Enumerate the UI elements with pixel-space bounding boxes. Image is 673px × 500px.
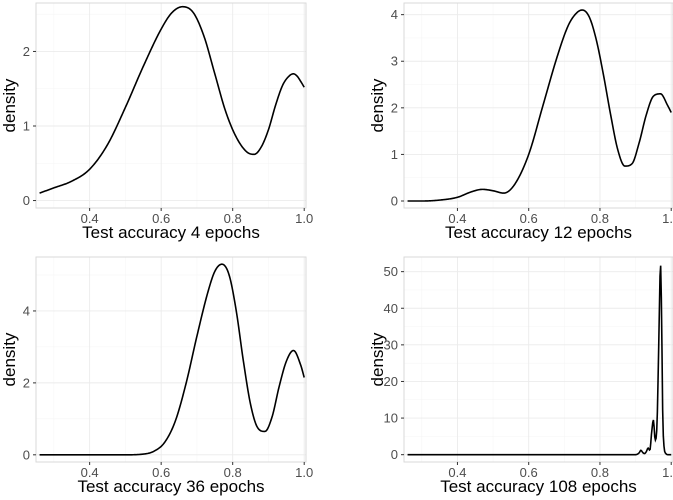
y-tick-label: 2	[391, 100, 398, 115]
density-curve	[407, 265, 672, 456]
y-tick-label: 1	[391, 147, 398, 162]
x-tick-label: 0.4	[81, 465, 99, 480]
density-panel-4: 0.4 0.6 0.8 1.0 0 10 20 30 40 50 Test accuracy 108…	[368, 256, 673, 496]
x-tick-label: 1.0	[662, 211, 673, 226]
x-axis-title: Test accuracy 36 epochs	[77, 477, 264, 496]
y-tick-label: 30	[384, 337, 398, 352]
y-tick-label: 4	[23, 303, 30, 318]
panel-border	[403, 256, 673, 463]
y-tick-label: 0	[23, 447, 30, 462]
density-curve	[407, 9, 672, 202]
x-axis-title: Test accuracy 12 epochs	[445, 223, 632, 242]
x-axis-title: Test accuracy 108 epochs	[440, 477, 637, 496]
x-tick-label: 0.6	[520, 465, 538, 480]
x-tick-label: 0.8	[591, 465, 609, 480]
y-tick-label: 50	[384, 264, 398, 279]
x-tick-label: 0.8	[224, 211, 242, 226]
y-tick-label: 40	[384, 301, 398, 316]
density-panel-1: 0.4 0.6 0.8 1.0 0 1 2 Test accuracy 4 epochs den…	[0, 2, 313, 242]
x-axis-title: Test accuracy 4 epochs	[82, 223, 260, 242]
density-panel-2: 0.4 0.6 0.8 1.0 0 1 2 3 4 Test accuracy 12 epochs…	[368, 2, 673, 242]
y-axis-title: density	[0, 332, 19, 386]
x-tick-label: 1.0	[295, 211, 313, 226]
y-tick-label: 10	[384, 411, 398, 426]
y-tick-label: 1	[23, 119, 30, 134]
y-tick-label: 20	[384, 374, 398, 389]
panel-border	[35, 256, 307, 463]
x-tick-label: 0.4	[81, 211, 99, 226]
x-tick-label: 0.6	[152, 465, 170, 480]
y-tick-label: 3	[391, 54, 398, 69]
y-tick-label: 2	[23, 44, 30, 59]
x-tick-label: 1.0	[662, 465, 673, 480]
x-tick-label: 0.8	[224, 465, 242, 480]
x-tick-label: 0.6	[152, 211, 170, 226]
panel-border	[35, 2, 307, 209]
y-axis-title: density	[368, 78, 387, 132]
density-curve	[39, 5, 305, 194]
x-tick-label: 0.4	[448, 211, 466, 226]
y-tick-label: 0	[391, 447, 398, 462]
y-axis-title: density	[0, 78, 19, 132]
x-tick-label: 0.4	[448, 465, 466, 480]
y-tick-label: 0	[391, 194, 398, 209]
density-curve	[39, 263, 305, 456]
x-tick-label: 0.8	[591, 211, 609, 226]
y-tick-label: 0	[23, 193, 30, 208]
x-tick-label: 1.0	[295, 465, 313, 480]
y-axis-title: density	[368, 332, 387, 386]
y-tick-label: 4	[391, 7, 398, 22]
y-tick-label: 2	[23, 375, 30, 390]
x-tick-label: 0.6	[520, 211, 538, 226]
panel-border	[403, 2, 673, 209]
density-panel-3: 0.4 0.6 0.8 1.0 0 2 4 Test accuracy 36 epochs de…	[0, 256, 313, 496]
